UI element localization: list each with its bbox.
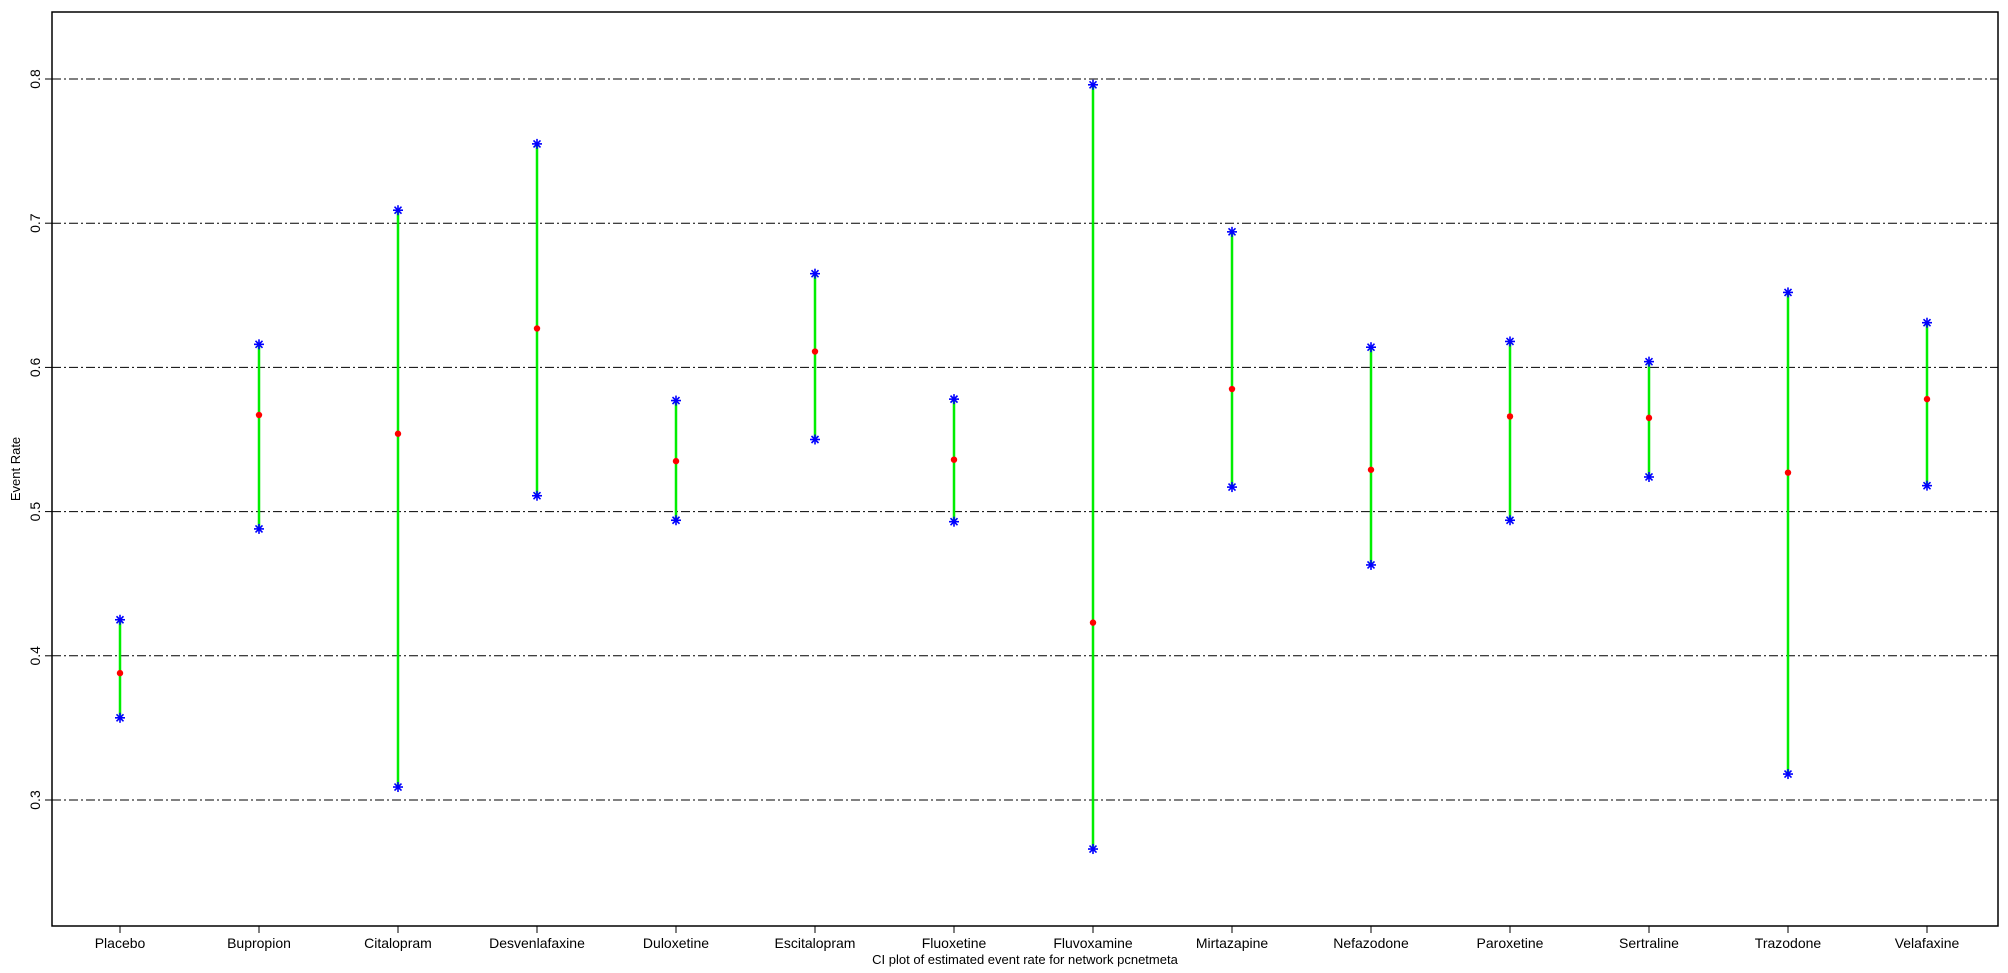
point-estimate-marker	[1506, 413, 1514, 420]
lower-bound-marker	[1505, 515, 1515, 526]
point-estimate-marker	[1228, 385, 1236, 393]
lower-bound-marker	[1644, 471, 1654, 482]
point-estimate-marker	[533, 325, 541, 332]
y-axis-label: Event Rate	[8, 437, 23, 501]
point-estimate-marker	[116, 669, 124, 677]
lower-bound-marker	[115, 712, 125, 723]
lower-bound-marker	[810, 434, 820, 445]
upper-bound-marker	[949, 394, 959, 405]
x-axis: Placebo Bupropion Citalopram Desvenlafaxine…	[95, 926, 1960, 951]
point-estimate-marker	[811, 348, 819, 355]
gridlines	[52, 78, 1998, 801]
x-tick-label: Sertraline	[1619, 935, 1679, 951]
y-tick-label: 0.3	[27, 790, 43, 810]
x-tick-label: Velafaxine	[1895, 935, 1960, 951]
point-estimate-marker	[1784, 469, 1792, 476]
upper-bound-marker	[532, 138, 542, 149]
lower-bound-marker	[254, 523, 264, 534]
point-estimate-marker	[1645, 414, 1653, 422]
x-tick-label: Placebo	[95, 935, 146, 951]
upper-bound-marker	[1088, 79, 1098, 90]
upper-bound-marker	[671, 395, 681, 406]
x-tick-label: Fluvoxamine	[1053, 935, 1133, 951]
x-tick-label: Escitalopram	[775, 935, 856, 951]
point-estimate-marker	[1923, 395, 1931, 403]
x-tick-label: Trazodone	[1755, 935, 1822, 951]
lower-bound-marker	[393, 782, 403, 793]
point-estimate-marker	[950, 456, 958, 463]
lower-bound-marker	[1922, 480, 1932, 491]
x-tick-label: Nefazodone	[1333, 935, 1409, 951]
upper-bound-marker	[1644, 356, 1654, 367]
y-tick-label: 0.4	[27, 646, 43, 666]
lower-bound-marker	[1088, 844, 1098, 855]
upper-bound-marker	[115, 614, 125, 625]
ci-series	[115, 79, 1932, 855]
lower-bound-marker	[671, 515, 681, 526]
point-estimate-marker	[394, 430, 402, 437]
point-estimate-marker	[255, 411, 263, 419]
lower-bound-marker	[1366, 559, 1376, 570]
plot-frame	[51, 11, 1999, 927]
upper-bound-marker	[810, 268, 820, 279]
upper-bound-marker	[1783, 287, 1793, 298]
x-tick-label: Bupropion	[227, 935, 291, 951]
x-tick-label: Desvenlafaxine	[489, 935, 585, 951]
point-estimate-marker	[672, 457, 680, 465]
x-tick-label: Citalopram	[364, 935, 432, 951]
x-tick-label: Paroxetine	[1477, 935, 1544, 951]
y-tick-label: 0.5	[27, 502, 43, 522]
lower-bound-marker	[532, 490, 542, 501]
x-tick-label: Mirtazapine	[1196, 935, 1269, 951]
upper-bound-marker	[1922, 317, 1932, 328]
upper-bound-marker	[1227, 226, 1237, 237]
x-axis-label: CI plot of estimated event rate for netw…	[872, 952, 1178, 967]
lower-bound-marker	[949, 516, 959, 527]
x-tick-label: Duloxetine	[643, 935, 709, 951]
y-axis: 0.3 0.4 0.5 0.6 0.7 0.8	[27, 69, 52, 810]
point-estimate-marker	[1089, 619, 1097, 626]
upper-bound-marker	[393, 205, 403, 216]
point-estimate-marker	[1367, 466, 1375, 473]
y-tick-label: 0.6	[27, 357, 43, 377]
upper-bound-marker	[254, 339, 264, 350]
x-tick-label: Fluoxetine	[922, 935, 987, 951]
y-tick-label: 0.7	[27, 213, 43, 233]
upper-bound-marker	[1366, 342, 1376, 353]
upper-bound-marker	[1505, 336, 1515, 347]
y-tick-label: 0.8	[27, 69, 43, 89]
lower-bound-marker	[1227, 482, 1237, 493]
lower-bound-marker	[1783, 769, 1793, 780]
